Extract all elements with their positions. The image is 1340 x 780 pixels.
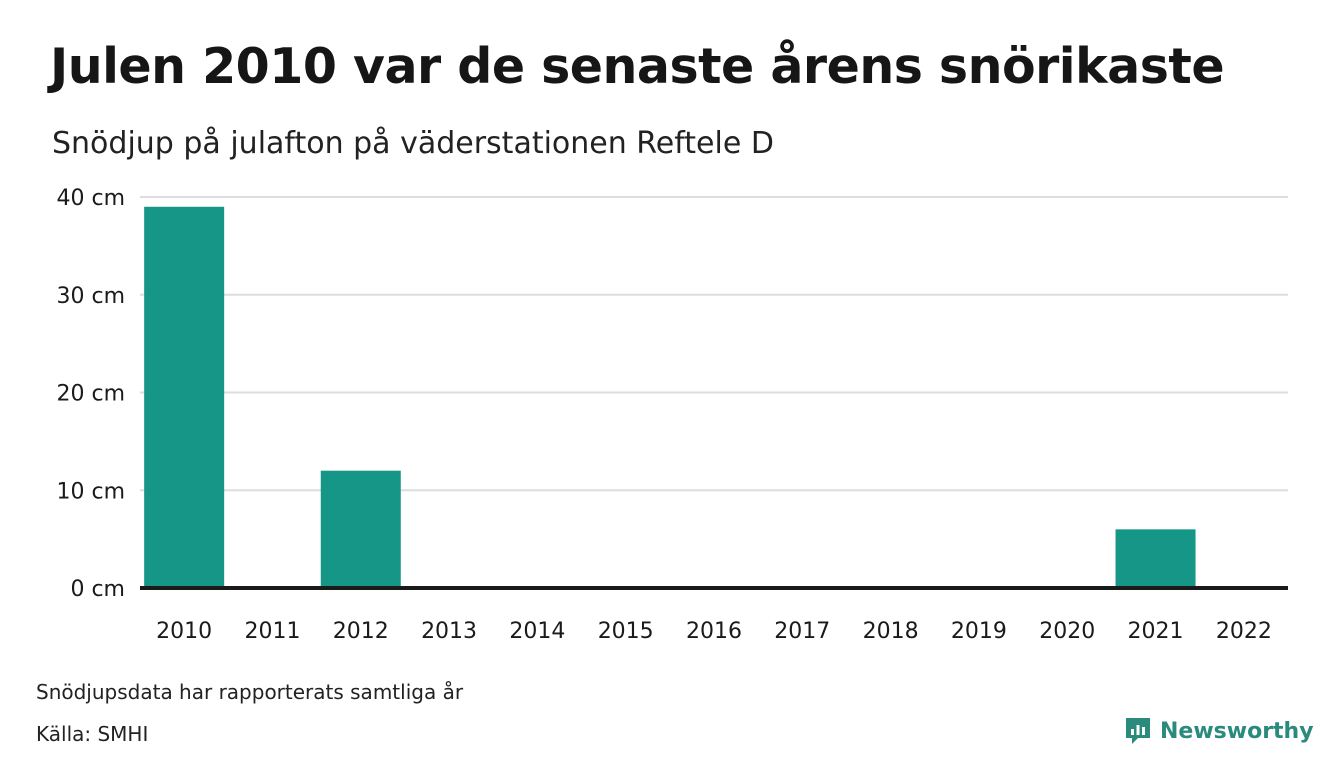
brand-logo: Newsworthy xyxy=(1124,716,1314,746)
footnote: Snödjupsdata har rapporterats samtliga å… xyxy=(36,680,464,704)
x-tick-label: 2017 xyxy=(774,619,830,644)
bar-chart: 0 cm 10 cm 20 cm 30 cm 40 cm 2010 2011 2012 2013… xyxy=(56,186,1288,644)
y-tick-label: 30 cm xyxy=(56,284,125,309)
y-tick-label: 0 cm xyxy=(70,577,125,602)
x-tick-label: 2014 xyxy=(509,619,565,644)
bar xyxy=(320,470,401,588)
y-tick-label: 20 cm xyxy=(56,382,125,407)
bar xyxy=(1115,529,1196,588)
x-tick-label: 2018 xyxy=(863,619,919,644)
x-tick-label: 2021 xyxy=(1128,619,1184,644)
x-tick-label: 2022 xyxy=(1216,619,1272,644)
y-tick-label: 40 cm xyxy=(56,186,125,211)
newsworthy-logo-icon xyxy=(1126,718,1150,744)
source-note: Källa: SMHI xyxy=(36,722,149,746)
x-tick-label: 2020 xyxy=(1039,619,1095,644)
chart-title: Julen 2010 var de senaste årens snörikas… xyxy=(50,38,1225,95)
x-tick-label: 2016 xyxy=(686,619,742,644)
brand-name: Newsworthy xyxy=(1160,718,1314,744)
x-tick-label: 2011 xyxy=(244,619,300,644)
bar xyxy=(144,206,225,588)
x-tick-label: 2010 xyxy=(156,619,212,644)
y-tick-label: 10 cm xyxy=(56,479,125,504)
x-tick-label: 2015 xyxy=(598,619,654,644)
x-tick-label: 2013 xyxy=(421,619,477,644)
x-tick-label: 2012 xyxy=(333,619,389,644)
chart-subtitle: Snödjup på julafton på väderstationen Re… xyxy=(52,126,774,161)
x-tick-label: 2019 xyxy=(951,619,1007,644)
